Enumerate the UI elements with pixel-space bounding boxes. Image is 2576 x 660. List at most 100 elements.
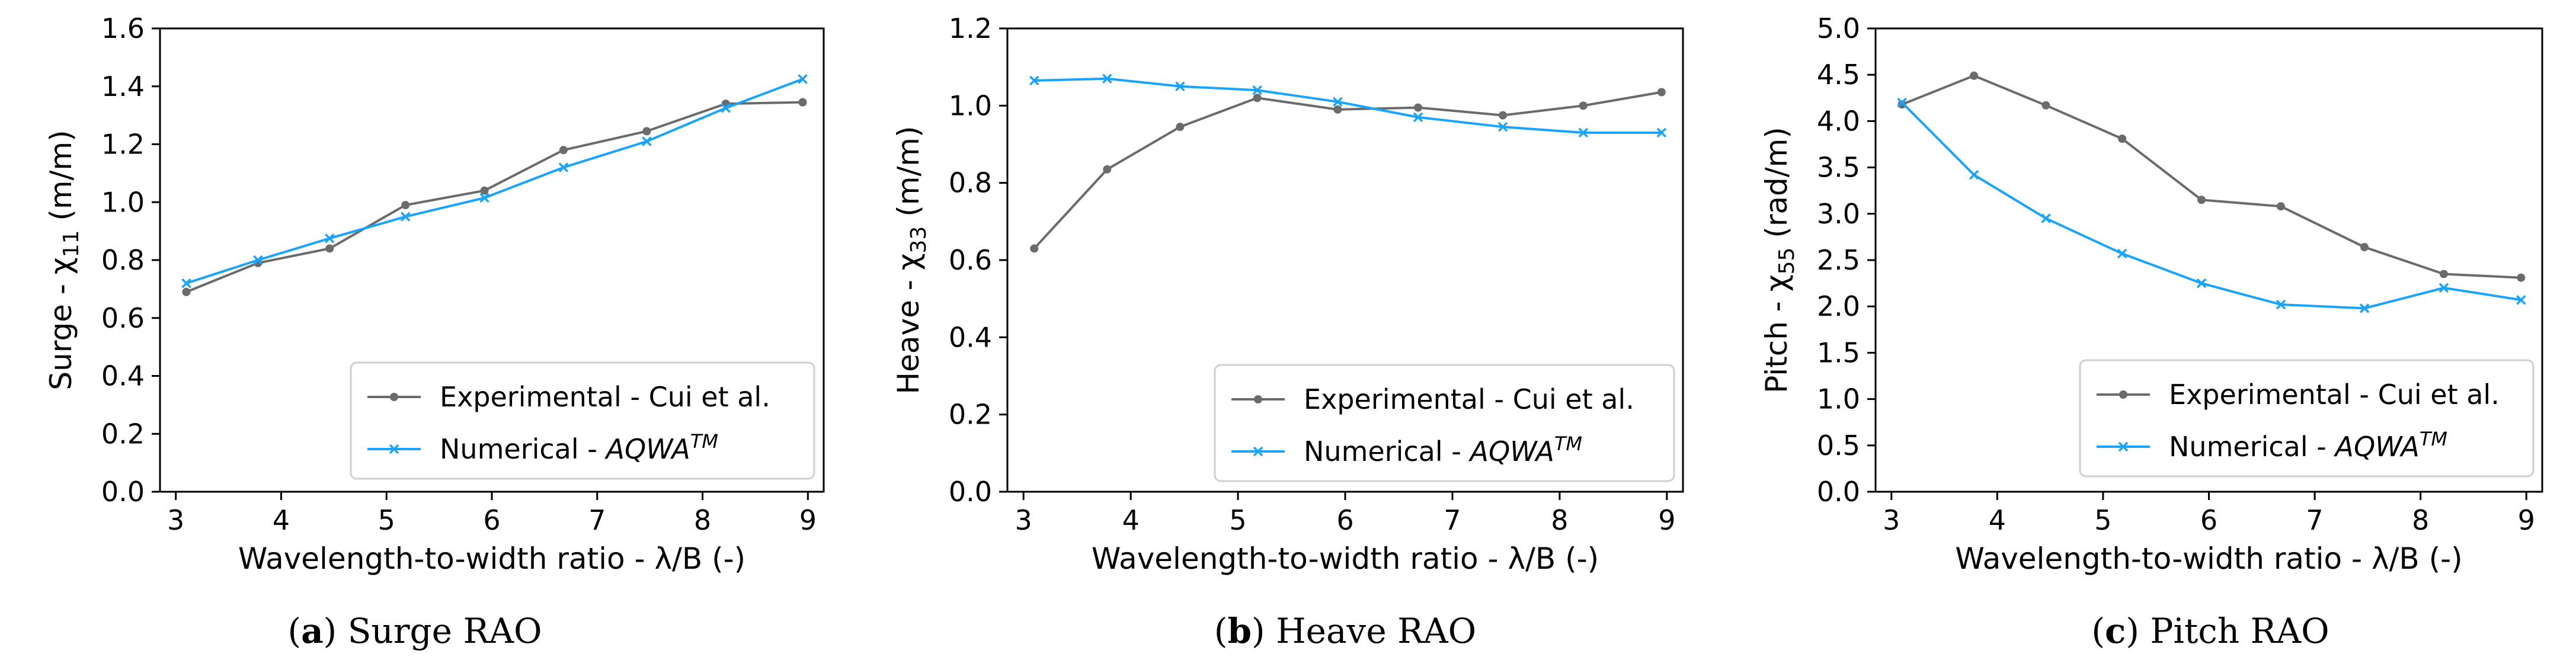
series-experimental (182, 98, 807, 296)
data-point (1657, 88, 1666, 97)
legend-item-numerical: Numerical - AQWATM (2097, 428, 2447, 463)
y-tick-label: 0.8 (101, 244, 145, 276)
figure-caption: (c) Pitch RAO (2091, 611, 2329, 651)
marker-stroke (253, 255, 263, 265)
marker-stroke (1497, 121, 1508, 132)
data-point (1897, 100, 1906, 109)
x-tick-label: 7 (588, 504, 606, 536)
y-axis-title: Pitch - χ55 (rad/m) (1759, 127, 1799, 393)
x-tick-label: 3 (167, 504, 184, 536)
marker-stroke (1413, 112, 1423, 123)
y-tick-label: 4.5 (1817, 59, 1860, 91)
data-point (642, 136, 652, 146)
data-point (1175, 81, 1185, 91)
y-tick-label: 1.0 (101, 186, 145, 218)
data-point (480, 186, 489, 195)
x-tick-label: 8 (1551, 504, 1568, 536)
legend-item-experimental: Experimental - Cui et al. (2097, 379, 2500, 411)
x-tick-label: 5 (1229, 504, 1246, 536)
chart-panel-a: 3 4 5 6 7 8 9 0.0 0.2 0.4 0.6 0.8 1.0 1.2 1.4 1.6 Wavele… (44, 12, 825, 651)
x-tick-label: 4 (273, 504, 290, 536)
data-point (401, 201, 410, 210)
marker-stroke (479, 193, 489, 203)
legend-frame (2079, 359, 2535, 478)
legend-item-experimental: Experimental - Cui et al. (367, 381, 770, 413)
figure-caption: (b) Heave RAO (1214, 611, 1476, 651)
marker-stroke (324, 233, 335, 244)
x-tick-label: 4 (1989, 504, 2006, 536)
chart-panel-c: 3 4 5 6 7 8 9 0.0 0.5 1.0 1.5 2.0 2.5 3.0 3.5 4.0 4.5 5.0… (1759, 12, 2543, 651)
series-numerical (1029, 73, 1667, 138)
data-point (2360, 243, 2369, 252)
series-experimental (1897, 71, 2526, 282)
marker-stroke (558, 162, 569, 172)
y-tick-label: 0.2 (949, 399, 992, 431)
y-tick-label: 0.4 (101, 360, 145, 392)
marker-stroke (798, 74, 808, 84)
marker-stroke (2117, 248, 2127, 259)
data-point (2197, 196, 2206, 204)
legend-label: Experimental - Cui et al. (440, 381, 770, 413)
marker-stroke (1969, 169, 1979, 180)
y-tick-label: 1.4 (101, 71, 145, 102)
y-axis-title: Surge - χ11 (m/m) (44, 130, 84, 390)
legend-label: Numerical - AQWATM (1304, 432, 1582, 467)
legend-label: Numerical - AQWATM (440, 430, 718, 465)
data-point (798, 98, 807, 107)
marker-stroke (2439, 283, 2449, 293)
x-tick-label: 7 (2306, 504, 2323, 536)
data-point (1253, 94, 1262, 102)
y-tick-label: 1.6 (101, 12, 145, 44)
x-tick-label: 6 (2200, 504, 2217, 536)
legend-frame (1214, 364, 1675, 482)
data-point (479, 193, 489, 203)
y-tick-label: 0.0 (101, 476, 145, 508)
data-point (2117, 248, 2127, 259)
data-point (1029, 75, 1039, 86)
series-line (1901, 74, 2521, 279)
data-point (721, 103, 731, 113)
y-tick-label: 1.2 (101, 129, 145, 161)
y-tick-label: 1.5 (1817, 337, 1860, 369)
x-tick-label: 5 (2094, 504, 2111, 536)
data-point (2439, 283, 2449, 293)
legend-label: Experimental - Cui et al. (2169, 379, 2500, 411)
x-tick-label: 4 (1122, 504, 1139, 536)
data-point (642, 127, 651, 136)
marker-stroke (2196, 278, 2207, 289)
data-point (1333, 105, 1342, 114)
marker-stroke (181, 278, 191, 289)
marker-stroke (1252, 85, 1262, 95)
data-point (2439, 270, 2448, 278)
x-axis-title: Wavelength-to-width ratio - λ/B (-) (1092, 542, 1599, 576)
marker-stroke (1333, 97, 1343, 107)
data-point (1176, 123, 1185, 132)
data-point (1578, 127, 1588, 138)
series-line (185, 101, 803, 293)
legend: Experimental - Cui et al. Numerical - AQW… (350, 361, 815, 480)
y-tick-label: 0.5 (1817, 430, 1860, 462)
x-tick-label: 9 (1658, 504, 1675, 536)
marker-stroke (2041, 213, 2051, 223)
marker-stroke (400, 212, 411, 222)
legend-marker (2119, 390, 2127, 399)
y-tick-label: 0.0 (949, 476, 992, 508)
data-point (2276, 299, 2286, 310)
x-tick-label: 6 (483, 504, 500, 536)
data-point (1499, 111, 1507, 120)
data-point (1030, 244, 1039, 253)
marker-stroke (1656, 127, 1667, 138)
series-line (1034, 77, 1662, 134)
data-point (1897, 97, 1907, 108)
y-tick-label: 1.2 (949, 12, 992, 44)
legend-marker (390, 393, 398, 401)
legend-marker (2118, 441, 2129, 452)
marker-stroke (1175, 81, 1185, 91)
data-point (1413, 112, 1423, 123)
y-tick-label: 0.8 (949, 167, 992, 199)
legend: Experimental - Cui et al. Numerical - AQW… (1214, 364, 1675, 482)
series-experimental (1030, 88, 1666, 253)
x-axis-title: Wavelength-to-width ratio - λ/B (-) (238, 542, 745, 576)
data-point (2517, 273, 2526, 282)
